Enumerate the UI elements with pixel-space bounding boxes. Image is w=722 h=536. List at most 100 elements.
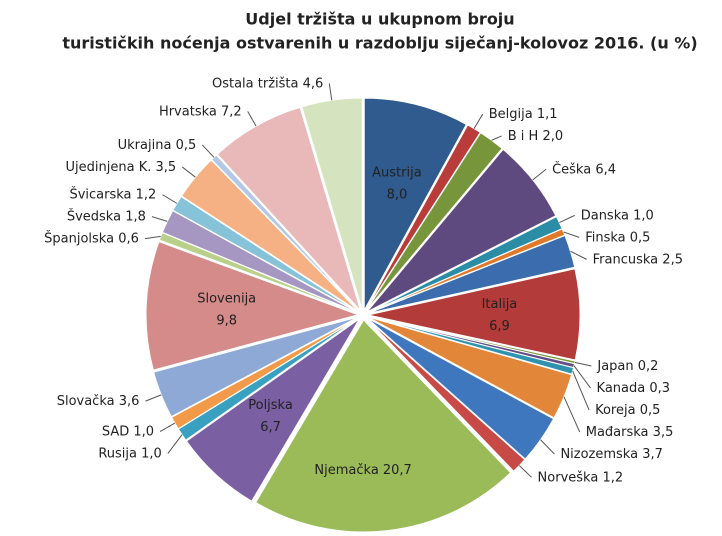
leader-line	[328, 83, 333, 101]
value-label: 4,6	[303, 76, 324, 91]
slice-label: Slovenija 9,8	[197, 292, 256, 329]
slice-label: Slovačka 3,6	[57, 394, 140, 409]
slice-label: Austrija 8,0	[372, 165, 422, 202]
category-label: Nizozemska	[560, 447, 638, 462]
leader-line	[159, 422, 176, 433]
category-label: SAD	[102, 424, 129, 439]
category-label: Ujedinjena K.	[66, 159, 152, 174]
value-label: 1,1	[537, 106, 558, 121]
value-label: 9,8	[216, 314, 237, 329]
value-label: 8,0	[387, 187, 408, 202]
category-label: B i H	[508, 128, 539, 143]
slice-label: Ujedinjena K. 3,5	[66, 159, 177, 174]
category-label: Italija	[482, 297, 518, 312]
slice-label: Poljska 6,7	[248, 398, 293, 435]
value-label: 3,5	[653, 425, 674, 440]
leader-line	[491, 135, 502, 141]
value-label: 3,7	[642, 447, 663, 462]
slice-label: Koreja 0,5	[595, 403, 660, 418]
leader-line	[201, 144, 215, 158]
value-label: 0,5	[630, 230, 651, 245]
category-label: Danska	[581, 208, 629, 223]
slice-label: SAD 1,0	[102, 424, 154, 439]
leader-line	[573, 365, 591, 389]
leader-line	[532, 168, 547, 181]
value-label: 2,0	[542, 128, 563, 143]
slice-label: Finska 0,5	[585, 230, 650, 245]
category-label: Japan	[596, 359, 633, 374]
value-label: 0,6	[118, 231, 139, 246]
leader-line	[570, 250, 587, 260]
leader-line	[473, 113, 484, 129]
slice-label: Danska 1,0	[581, 208, 654, 223]
chart-title: Udjel tržišta u ukupnom broju	[245, 10, 514, 29]
leader-line	[572, 370, 590, 411]
value-label: 0,5	[176, 137, 197, 152]
slice-label: Rusija 1,0	[98, 446, 161, 461]
value-label: 6,9	[489, 319, 510, 334]
leader-line	[574, 361, 592, 367]
slice-label: Švedska 1,8	[67, 208, 146, 224]
value-label: 1,2	[136, 187, 157, 202]
value-label: 2,5	[662, 252, 683, 267]
slice-label: Ostala tržišta 4,6	[212, 76, 323, 91]
category-label: Poljska	[248, 398, 293, 413]
value-label: 1,0	[141, 446, 162, 461]
value-label: 3,5	[156, 159, 177, 174]
value-label: 6,4	[595, 162, 616, 177]
category-label: Ostala tržišta	[212, 76, 299, 91]
value-label: 0,3	[649, 381, 670, 396]
leader-line	[247, 111, 257, 127]
slice-label: Španjolska 0,6	[44, 230, 139, 246]
category-label: Španjolska	[44, 230, 114, 246]
value-label: 1,0	[133, 424, 154, 439]
slice-label: Italija 6,9	[482, 297, 518, 334]
leader-line	[563, 231, 580, 238]
category-label: Norveška	[538, 470, 599, 485]
category-label: Mađarska	[586, 425, 649, 440]
category-label: Češka	[552, 161, 591, 177]
category-label: Belgija	[489, 106, 533, 121]
slice-label: Belgija 1,1	[489, 106, 558, 121]
leader-line	[540, 439, 555, 455]
pie-slice	[145, 241, 360, 371]
category-label: Rusija	[98, 446, 137, 461]
slice-label: Hrvatska 7,2	[159, 104, 242, 119]
pie-slice	[185, 318, 361, 502]
slice-label: Njemačka 20,7	[314, 463, 411, 478]
leader-line	[518, 465, 532, 478]
category-label: Francuska	[593, 252, 659, 267]
slice-label: B i H 2,0	[508, 128, 563, 143]
leader-line	[145, 394, 162, 402]
leader-line	[559, 214, 575, 224]
pie-slice	[254, 319, 512, 533]
leader-line	[181, 166, 196, 178]
pie-slice	[363, 97, 468, 311]
pie-slice	[367, 316, 573, 419]
category-label: Švedska	[67, 208, 121, 224]
category-label: Njemačka	[314, 463, 378, 478]
pie-slice	[170, 317, 359, 430]
pie-slice	[366, 148, 557, 313]
value-label: 0,5	[640, 403, 661, 418]
value-label: 7,2	[221, 104, 242, 119]
leader-line	[144, 235, 161, 240]
category-label: Austrija	[372, 165, 422, 180]
value-label: 20,7	[383, 463, 412, 478]
slice-label: Češka 6,4	[552, 161, 616, 177]
value-label: 1,0	[633, 208, 654, 223]
category-label: Švicarska	[69, 186, 131, 202]
pie-slice	[367, 234, 576, 315]
slice-label: Nizozemska 3,7	[560, 447, 662, 462]
category-label: Koreja	[595, 403, 635, 418]
slice-label: Ukrajina 0,5	[118, 137, 197, 152]
category-label: Slovačka	[57, 394, 115, 409]
slice-label: Švicarska 1,2	[69, 186, 156, 202]
leader-line	[151, 216, 168, 222]
pie-slice	[366, 317, 555, 460]
slice-label: Kanada 0,3	[597, 381, 671, 396]
value-label: 6,7	[260, 420, 281, 435]
slice-label: Japan 0,2	[596, 359, 658, 374]
slice-label: Norveška 1,2	[538, 470, 624, 485]
